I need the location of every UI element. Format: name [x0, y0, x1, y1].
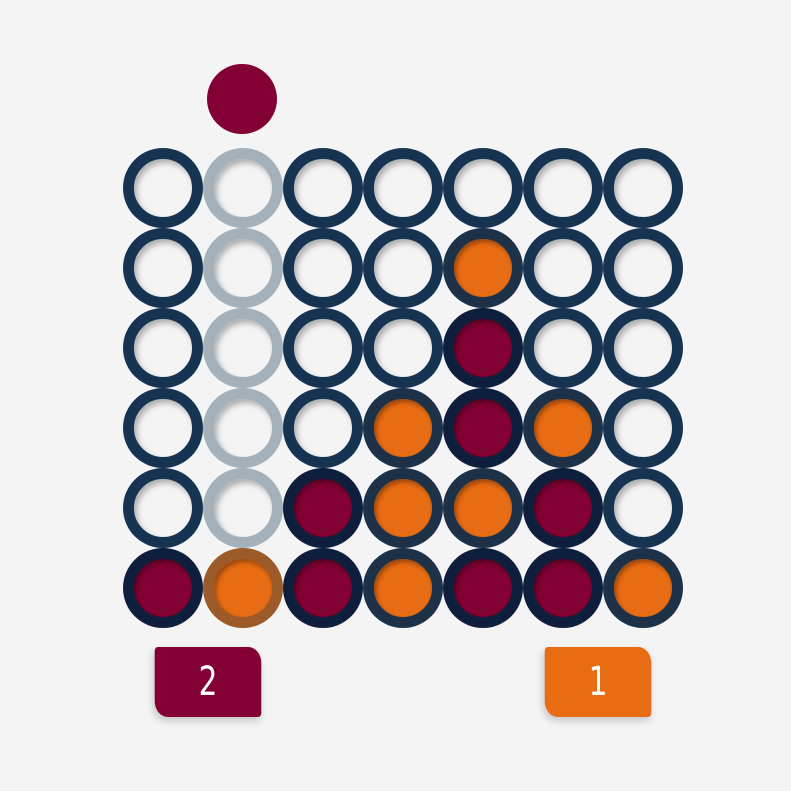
empty-slot — [603, 228, 683, 308]
empty-slot — [123, 388, 203, 468]
empty-slot — [523, 148, 603, 228]
empty-slot — [123, 468, 203, 548]
empty-slot — [283, 308, 363, 388]
game-board — [123, 148, 683, 628]
player2-score-badge: 1 — [544, 647, 652, 717]
empty-slot — [203, 468, 283, 548]
empty-slot — [203, 228, 283, 308]
player1-disc — [443, 388, 523, 468]
empty-slot — [363, 148, 443, 228]
empty-slot — [283, 148, 363, 228]
player1-disc — [523, 548, 603, 628]
empty-slot — [523, 228, 603, 308]
player2-score: 1 — [588, 659, 608, 705]
empty-slot — [603, 308, 683, 388]
board-column-2[interactable] — [203, 148, 283, 628]
player1-disc — [123, 548, 203, 628]
player2-disc — [603, 548, 683, 628]
empty-slot — [123, 308, 203, 388]
empty-slot — [283, 388, 363, 468]
empty-slot — [203, 388, 283, 468]
player2-disc — [363, 468, 443, 548]
empty-slot — [603, 468, 683, 548]
empty-slot — [443, 148, 523, 228]
player2-disc — [443, 228, 523, 308]
empty-slot — [603, 148, 683, 228]
empty-slot — [523, 308, 603, 388]
board-column-1[interactable] — [123, 148, 203, 628]
board-column-3[interactable] — [283, 148, 363, 628]
empty-slot — [363, 308, 443, 388]
player1-disc — [283, 548, 363, 628]
empty-slot — [603, 388, 683, 468]
empty-slot — [203, 308, 283, 388]
player1-disc — [523, 468, 603, 548]
board-column-6[interactable] — [523, 148, 603, 628]
next-disc-preview[interactable] — [207, 64, 277, 134]
player2-disc — [443, 468, 523, 548]
board-column-4[interactable] — [363, 148, 443, 628]
player2-disc — [363, 388, 443, 468]
player2-disc — [523, 388, 603, 468]
board-column-7[interactable] — [603, 148, 683, 628]
board-column-5[interactable] — [443, 148, 523, 628]
empty-slot — [283, 228, 363, 308]
empty-slot — [363, 228, 443, 308]
player1-disc — [283, 468, 363, 548]
player2-disc — [203, 548, 283, 628]
player1-disc — [443, 308, 523, 388]
empty-slot — [123, 148, 203, 228]
empty-slot — [203, 148, 283, 228]
player1-disc — [443, 548, 523, 628]
player2-disc — [363, 548, 443, 628]
empty-slot — [123, 228, 203, 308]
player1-score: 2 — [198, 659, 218, 705]
player1-score-badge: 2 — [154, 647, 262, 717]
